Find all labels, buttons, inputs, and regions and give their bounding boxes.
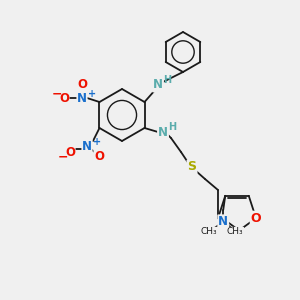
Text: +: + [88, 89, 96, 99]
Text: N: N [77, 92, 87, 104]
Text: N: N [153, 79, 163, 92]
Text: N: N [218, 215, 228, 228]
Text: O: O [77, 77, 87, 91]
Text: +: + [93, 137, 101, 147]
Text: O: O [94, 149, 104, 163]
Text: S: S [188, 160, 196, 173]
Text: H: H [163, 75, 171, 85]
Text: −: − [52, 88, 62, 100]
Text: CH₃: CH₃ [201, 227, 217, 236]
Text: N: N [158, 125, 168, 139]
Text: −: − [58, 151, 68, 164]
Text: O: O [65, 146, 75, 158]
Text: N: N [82, 140, 92, 152]
Text: H: H [168, 122, 176, 132]
Text: CH₃: CH₃ [227, 227, 244, 236]
Text: O: O [59, 92, 69, 104]
Text: O: O [251, 212, 261, 225]
